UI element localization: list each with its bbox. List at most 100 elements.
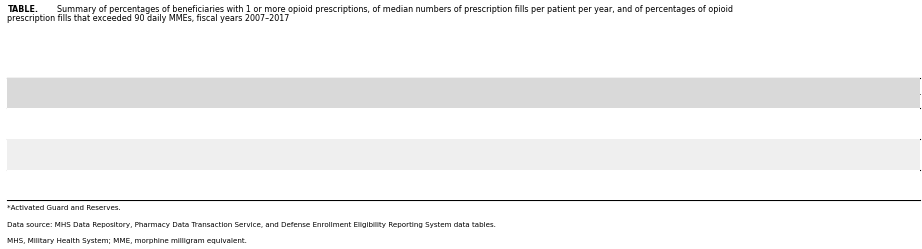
Text: Metric: Metric	[53, 89, 78, 98]
Text: 8: 8	[632, 160, 637, 169]
Text: 30.8%: 30.8%	[559, 119, 583, 128]
Text: 3: 3	[314, 150, 320, 159]
Text: 23.5%: 23.5%	[813, 119, 837, 128]
Text: 28.4%: 28.4%	[305, 119, 329, 128]
Text: 3: 3	[759, 150, 764, 159]
Text: Activated G/R*: Activated G/R*	[128, 119, 184, 128]
Text: 7: 7	[442, 160, 446, 169]
Text: Active component: Active component	[128, 108, 197, 117]
Text: 23.1%: 23.1%	[877, 108, 901, 117]
Text: 7.7%: 7.7%	[371, 181, 390, 189]
Text: 4: 4	[695, 150, 701, 159]
Text: Active component: Active component	[128, 139, 197, 148]
Text: Data source: MHS Data Repository, Pharmacy Data Transaction Service, and Defense: Data source: MHS Data Repository, Pharma…	[7, 222, 496, 228]
Text: Summary of percentages of beneficiaries with 1 or more opioid prescriptions, of : Summary of percentages of beneficiaries …	[52, 5, 733, 14]
Text: 22.3%: 22.3%	[877, 119, 901, 128]
Text: 6.2%: 6.2%	[371, 170, 390, 179]
Text: 27.1%: 27.1%	[432, 119, 456, 128]
Text: 29.5%: 29.5%	[495, 119, 519, 128]
Text: 3: 3	[569, 139, 573, 148]
Text: 2014: 2014	[688, 97, 708, 106]
Text: 4.8%: 4.8%	[498, 170, 517, 179]
Text: 30.0%: 30.0%	[622, 108, 646, 117]
Text: 2016: 2016	[815, 97, 834, 106]
Text: 7.7%: 7.7%	[434, 181, 454, 189]
Text: 4: 4	[442, 150, 446, 159]
Text: % of fills > 90 daily MMEs
(Figure 2): % of fills > 90 daily MMEs (Figure 2)	[17, 175, 115, 195]
Text: 8: 8	[695, 160, 701, 169]
Text: 3: 3	[695, 139, 701, 148]
Text: 8: 8	[822, 160, 827, 169]
Text: 30.1%: 30.1%	[369, 108, 393, 117]
Text: MHS, Military Health System; MME, morphine milligram equivalent.: MHS, Military Health System; MME, morphi…	[7, 238, 247, 244]
Text: 3: 3	[314, 139, 320, 148]
Text: 6.1%: 6.1%	[434, 170, 454, 179]
Text: 3: 3	[251, 139, 256, 148]
Text: 2: 2	[759, 139, 763, 148]
Text: 4: 4	[569, 150, 573, 159]
Text: 24.9%: 24.9%	[369, 129, 393, 138]
Text: 27.0%: 27.0%	[686, 129, 710, 138]
Text: 2008: 2008	[307, 97, 326, 106]
Text: 3: 3	[442, 139, 446, 148]
Text: 31.0%: 31.0%	[495, 108, 519, 117]
Text: 4.5%: 4.5%	[689, 181, 707, 189]
Text: 30.6%: 30.6%	[432, 108, 456, 117]
Text: 8: 8	[505, 160, 510, 169]
Text: Beneficiary category: Beneficiary category	[133, 89, 214, 98]
Text: 29.3%: 29.3%	[305, 108, 329, 117]
Text: 15.0%: 15.0%	[432, 191, 456, 200]
Text: 10.1%: 10.1%	[559, 191, 583, 200]
Text: 16.7%: 16.7%	[305, 191, 329, 200]
Text: prescription fills that exceeded 90 daily MMEs, fiscal years 2007–2017: prescription fills that exceeded 90 dail…	[7, 14, 290, 23]
Text: *Activated Guard and Reserves.: *Activated Guard and Reserves.	[7, 205, 121, 211]
Text: 7: 7	[886, 160, 891, 169]
Text: 3: 3	[378, 139, 383, 148]
Text: Median fills/patient w/ 1+ fill
(not displayed): Median fills/patient w/ 1+ fill (not dis…	[10, 144, 121, 164]
Text: 28.8%: 28.8%	[242, 108, 266, 117]
Text: 9.1%: 9.1%	[689, 191, 707, 200]
Text: 5.1%: 5.1%	[561, 181, 581, 189]
Text: 23.2%: 23.2%	[242, 129, 266, 138]
Text: 24.7%: 24.7%	[813, 108, 837, 117]
Text: 6.7%: 6.7%	[244, 170, 264, 179]
Text: 27.7%: 27.7%	[369, 119, 393, 128]
Text: 2: 2	[822, 139, 827, 148]
Text: 7: 7	[378, 160, 383, 169]
Text: 2007: 2007	[244, 97, 264, 106]
Text: Activated G/R*: Activated G/R*	[128, 181, 184, 189]
Text: 11.0%: 11.0%	[496, 191, 519, 200]
Text: 3: 3	[251, 150, 256, 159]
Text: 2012: 2012	[561, 97, 581, 106]
Text: 26.9%: 26.9%	[622, 129, 646, 138]
Text: 3.2%: 3.2%	[752, 170, 771, 179]
Text: 3.9%: 3.9%	[625, 170, 644, 179]
Text: 24.2%: 24.2%	[305, 129, 329, 138]
Text: 3.6%: 3.6%	[815, 181, 834, 189]
Text: 3: 3	[378, 150, 383, 159]
Text: 3: 3	[505, 139, 510, 148]
Text: 8.0%: 8.0%	[815, 191, 834, 200]
Text: 30.1%: 30.1%	[622, 119, 646, 128]
Text: 2017: 2017	[879, 97, 898, 106]
Text: 15.8%: 15.8%	[369, 191, 393, 200]
Text: Retirees: Retirees	[128, 191, 160, 200]
Text: 6.6%: 6.6%	[307, 170, 326, 179]
Text: 2010: 2010	[434, 97, 454, 106]
Text: 2013: 2013	[625, 97, 644, 106]
Text: 8.7%: 8.7%	[752, 191, 771, 200]
Text: 28.0%: 28.0%	[686, 108, 710, 117]
Text: 26.8%: 26.8%	[496, 129, 519, 138]
Text: 2011: 2011	[498, 97, 517, 106]
Text: 26.7%: 26.7%	[559, 129, 583, 138]
Text: 7: 7	[314, 160, 320, 169]
Text: 3.9%: 3.9%	[751, 181, 771, 189]
Text: 26.6%: 26.6%	[242, 119, 266, 128]
Text: 9.7%: 9.7%	[625, 191, 644, 200]
Text: 4: 4	[632, 150, 637, 159]
Text: 2015: 2015	[751, 97, 772, 106]
Text: 31.0%: 31.0%	[559, 108, 583, 117]
Text: 24.1%: 24.1%	[877, 129, 901, 138]
Text: 3: 3	[632, 139, 637, 148]
Text: 17.3%: 17.3%	[242, 191, 266, 200]
